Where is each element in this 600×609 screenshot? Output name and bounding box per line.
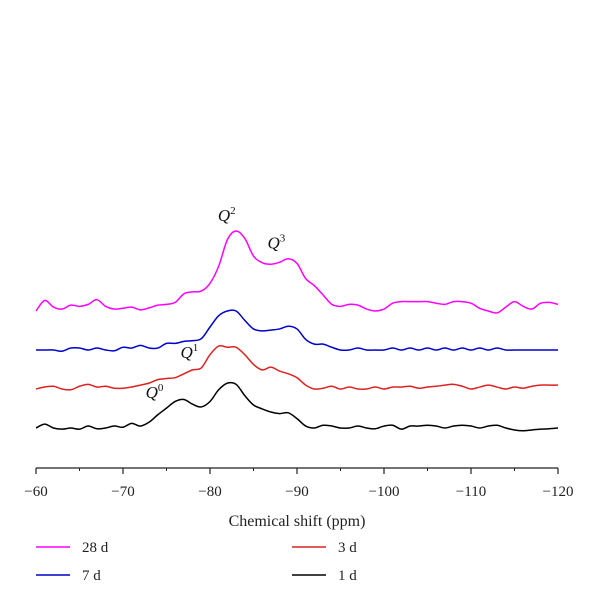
- peak-label-q3: Q3: [267, 233, 285, 253]
- peak-label-letter: Q: [146, 383, 158, 402]
- legend: 28 d 7 d 3 d 1 d: [36, 540, 357, 584]
- series-line-1d: [35, 381, 559, 432]
- peak-label-letter: Q: [218, 206, 230, 225]
- legend-label-3d: 3 d: [338, 540, 357, 556]
- peak-label-q0: Q0: [146, 382, 164, 402]
- legend-label-1d: 1 d: [338, 568, 357, 584]
- peak-label-superscript: 1: [193, 342, 199, 354]
- x-axis-ticks: −60 −70 −80 −90 −100 −110 −120: [24, 468, 573, 500]
- legend-label-7d: 7 d: [82, 568, 101, 584]
- peak-label-superscript: 0: [158, 382, 164, 394]
- series-layer: [35, 230, 559, 432]
- series-line-3d: [35, 344, 558, 391]
- peak-label-superscript: 3: [280, 233, 286, 245]
- x-tick-label: −90: [285, 484, 308, 500]
- peak-label-letter: Q: [180, 343, 192, 362]
- peak-label-superscript: 2: [230, 205, 236, 217]
- x-tick-label: −60: [24, 484, 47, 500]
- series-line-7d: [36, 309, 558, 352]
- x-tick-label: −70: [111, 484, 134, 500]
- peak-label-q1: Q1: [180, 342, 198, 362]
- x-tick-label: −100: [369, 484, 400, 500]
- peak-label-q2: Q2: [218, 205, 236, 225]
- x-tick-label: −120: [543, 484, 574, 500]
- x-tick-label: −110: [456, 484, 486, 500]
- peak-label-letter: Q: [267, 234, 279, 253]
- x-axis-label: Chemical shift (ppm): [229, 513, 366, 530]
- legend-label-28d: 28 d: [82, 540, 109, 556]
- x-tick-label: −80: [198, 484, 221, 500]
- series-line-28d: [35, 230, 559, 314]
